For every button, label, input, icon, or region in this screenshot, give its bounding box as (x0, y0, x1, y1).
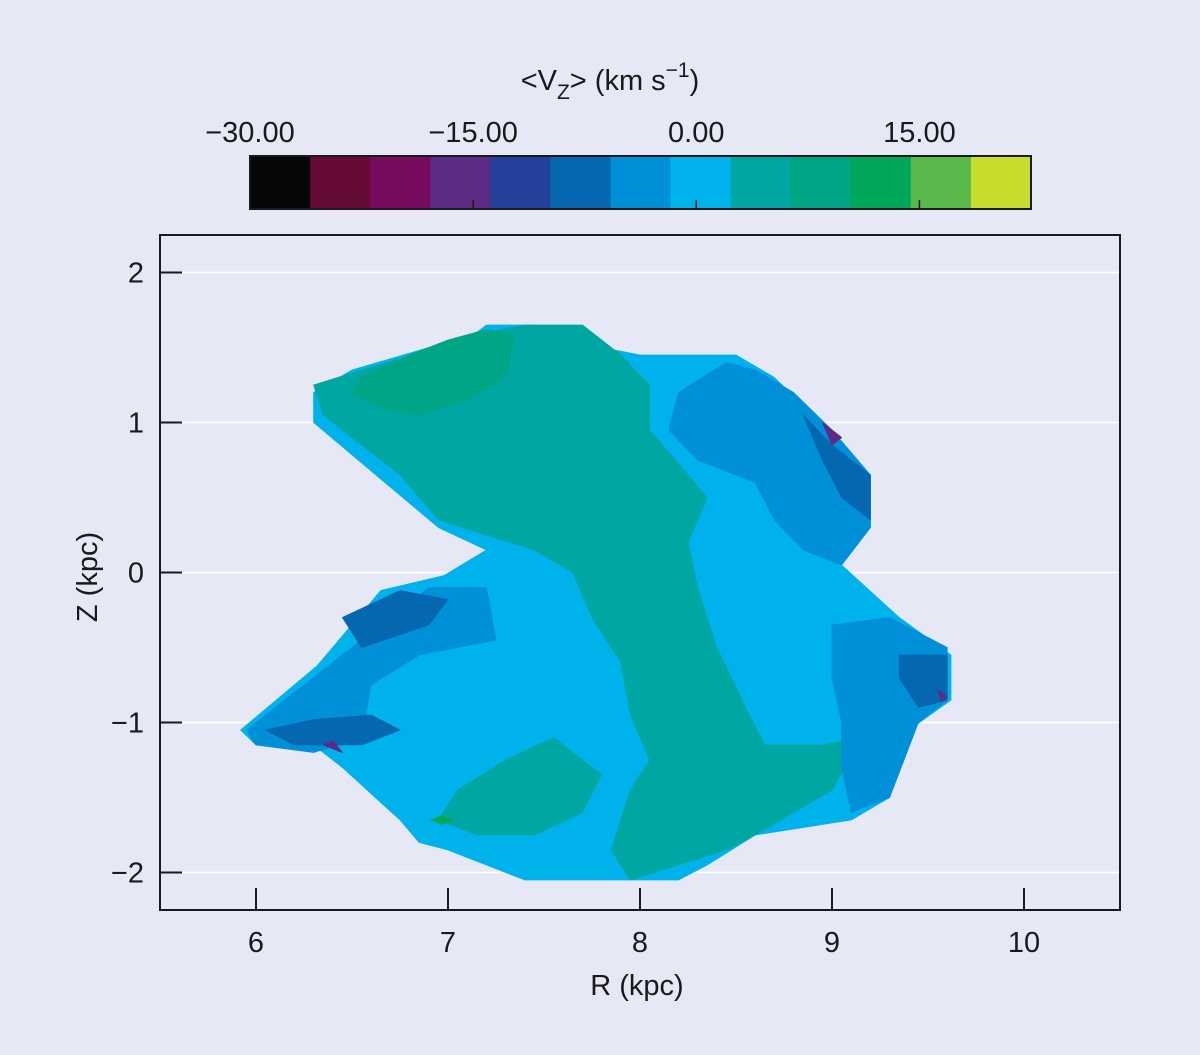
colorbar-swatch (610, 156, 672, 209)
colorbar-tick-label: −15.00 (428, 117, 518, 149)
y-tick-label: 2 (128, 258, 144, 290)
colorbar-swatch (970, 156, 1032, 209)
colorbar-tick-label: −30.00 (205, 117, 295, 149)
colorbar-title-subscript: Z (557, 81, 570, 104)
colorbar-title: <VZ> (km s−1) (521, 59, 700, 104)
colorbar-swatch (910, 156, 972, 209)
colorbar-swatch (850, 156, 912, 209)
velocity-region (937, 689, 948, 702)
velocity-region (341, 590, 449, 648)
x-axis-ticks: 6 7 8 9 10 (248, 888, 1040, 959)
x-tick-label: 7 (440, 927, 456, 959)
x-axis-label: R (kpc) (590, 970, 683, 1002)
velocity-region (668, 362, 871, 566)
velocity-region (322, 740, 343, 753)
x-tick-label: 8 (632, 927, 648, 959)
y-axis-label: Z (kpc) (72, 532, 104, 622)
y-tick-label: −1 (111, 708, 144, 740)
colorbar-frame (249, 155, 1032, 210)
colorbar-swatch (370, 156, 431, 209)
velocity-region (351, 329, 516, 416)
colorbar-swatch (490, 156, 551, 209)
velocity-region (437, 737, 602, 836)
colorbar-title-part: <V (521, 65, 558, 97)
velocity-region (313, 324, 862, 881)
colorbar-swatch (310, 156, 371, 209)
velocity-region (245, 587, 497, 753)
colorbar: −30.00 −15.00 0.00 15.00 (205, 117, 1032, 210)
y-tick-label: −2 (111, 858, 144, 890)
colorbar-swatch (670, 156, 732, 209)
colorbar-swatch (790, 156, 852, 209)
velocity-region (898, 654, 948, 708)
colorbar-title-part: > (km s (570, 65, 666, 97)
velocity-region (265, 714, 401, 746)
colorbar-swatch (430, 156, 491, 209)
velocity-regions (240, 324, 952, 881)
colorbar-swatch (550, 156, 612, 209)
velocity-region (430, 815, 455, 825)
colorbar-title-superscript: −1 (666, 59, 690, 82)
velocity-region (822, 422, 842, 446)
plot-area: 6 7 8 9 10 −2 −1 0 1 2 (111, 234, 1121, 959)
colorbar-swatch (250, 156, 311, 209)
x-tick-label: 10 (1008, 927, 1040, 959)
x-tick-label: 9 (824, 927, 840, 959)
y-axis-ticks: −2 −1 0 1 2 (111, 258, 182, 890)
colorbar-title-part: ) (690, 65, 700, 97)
colorbar-tick-label: 0.00 (668, 117, 724, 149)
y-tick-label: 1 (128, 408, 144, 440)
colorbar-swatch (730, 156, 792, 209)
x-tick-label: 6 (248, 927, 264, 959)
y-tick-label: 0 (128, 558, 144, 590)
colorbar-tick-label: 15.00 (883, 117, 956, 149)
